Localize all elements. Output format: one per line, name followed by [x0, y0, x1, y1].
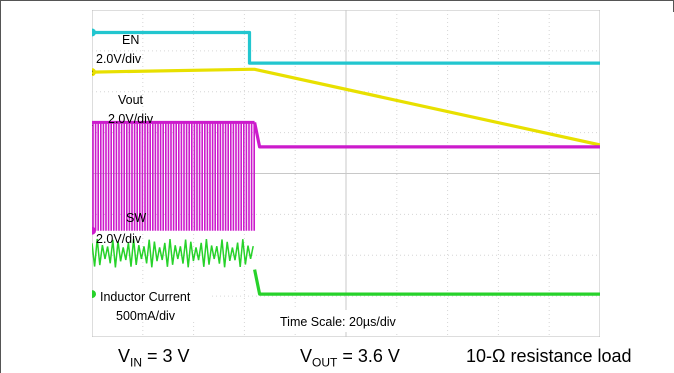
inductor-current-trace-ripple [92, 238, 254, 268]
inductor-current-trace-marker-dot [92, 290, 96, 299]
vin-caption: VIN = 3 V [118, 346, 190, 370]
en-trace-marker-dot [92, 28, 96, 37]
en-label: EN [122, 33, 139, 47]
inductor-current-label: Inductor Current [100, 290, 191, 304]
channel-markers: 21 [92, 28, 96, 299]
sw-trace-switching [92, 122, 255, 231]
sw-scale-label: 2.0V/div [96, 232, 142, 246]
sw-trace [253, 122, 600, 149]
vout-label: Vout [118, 93, 144, 107]
vout-symbol: V [300, 346, 313, 366]
sw-trace-channel-marker: 1 [92, 120, 96, 235]
vout-trace-marker-label: 2 [92, 70, 93, 77]
sw-label: SW [126, 211, 146, 225]
vin-subscript: IN [130, 355, 143, 370]
vout-caption: VOUT = 3.6 V [300, 346, 400, 370]
vout-subscript: OUT [312, 355, 338, 370]
en-trace-channel-marker [92, 28, 96, 37]
time-scale-label: Time Scale: 20µs/div [280, 315, 397, 329]
inductor-scale-label: 500mA/div [116, 309, 176, 323]
waveform-traces [92, 30, 600, 296]
vout-value: = 3.6 V [337, 346, 400, 366]
en-trace [92, 30, 600, 65]
vout-trace-channel-marker: 2 [92, 68, 96, 77]
load-caption: 10-Ω resistance load [466, 346, 632, 366]
vin-value: = 3 V [142, 346, 190, 366]
sw-trace-marker-dot [92, 226, 96, 235]
sw-trace-marker-label: 1 [92, 120, 93, 127]
vin-symbol: V [118, 346, 131, 366]
oscilloscope-plot: 21 EN 2.0V/div Vout 2.0V/div SW 2.0V/div… [92, 10, 600, 337]
inductor-current-trace [253, 269, 600, 296]
vout-trace-marker-dot [92, 68, 96, 77]
vout-trace [92, 67, 600, 147]
en-scale-label: 2.0V/div [96, 52, 142, 66]
time-scale-box [276, 310, 442, 332]
vout-scale-label: 2.0V/div [108, 112, 154, 126]
inductor-current-trace-channel-marker [92, 290, 96, 299]
inductor-label-box [96, 284, 210, 320]
